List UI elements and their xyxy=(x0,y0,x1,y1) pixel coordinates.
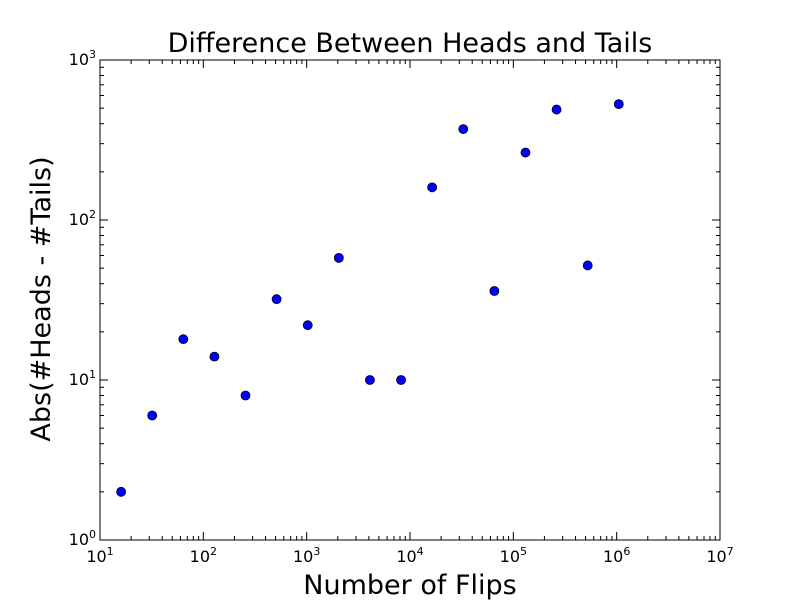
data-point xyxy=(271,294,282,305)
x-tick-label: 102 xyxy=(190,545,217,566)
y-tick-label: 102 xyxy=(69,208,96,229)
data-point xyxy=(178,334,189,345)
data-point xyxy=(333,252,344,263)
data-point xyxy=(520,147,531,158)
data-point xyxy=(582,260,593,271)
x-tick-label: 105 xyxy=(500,545,527,566)
y-tick-label: 101 xyxy=(69,368,96,389)
x-tick-label: 104 xyxy=(396,545,423,566)
y-tick-label: 100 xyxy=(69,528,96,549)
data-point xyxy=(147,410,158,421)
y-tick-label: 103 xyxy=(69,48,96,69)
data-point xyxy=(302,320,313,331)
data-point xyxy=(240,390,251,401)
chart-title: Difference Between Heads and Tails xyxy=(168,28,653,59)
x-tick-label: 103 xyxy=(293,545,320,566)
data-point xyxy=(427,182,438,193)
data-point xyxy=(613,99,624,110)
x-axis-label: Number of Flips xyxy=(303,570,516,600)
data-point xyxy=(116,486,126,497)
data-point xyxy=(209,351,220,362)
data-point xyxy=(396,375,406,385)
x-tick-label: 106 xyxy=(603,545,630,566)
data-point xyxy=(551,104,562,115)
y-axis-label: Abs(#Heads - #Tails) xyxy=(26,156,57,441)
data-point xyxy=(365,375,375,385)
x-tick-label: 101 xyxy=(86,545,113,566)
data-point xyxy=(489,286,500,296)
data-point xyxy=(458,124,469,134)
x-tick-label: 107 xyxy=(706,545,733,566)
